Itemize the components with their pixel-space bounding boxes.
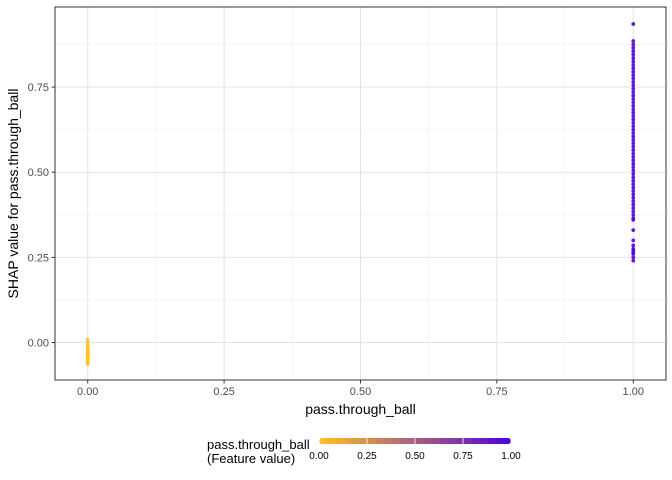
data-point [631, 103, 636, 108]
data-point [631, 49, 636, 54]
data-point [631, 195, 636, 200]
data-point [631, 141, 636, 146]
data-point [631, 69, 636, 74]
data-point [631, 217, 636, 222]
legend-tick-label: 0.00 [309, 451, 329, 462]
data-point [631, 56, 636, 60]
data-point [631, 86, 636, 91]
data-point [631, 127, 636, 132]
data-point [631, 66, 636, 71]
data-point [631, 202, 636, 207]
x-axis-ticks: 0.00 0.25 0.50 0.75 1.00 [77, 380, 644, 398]
legend-tick-label: 1.00 [501, 451, 521, 462]
data-point [631, 39, 636, 43]
data-point [631, 137, 636, 142]
legend-title-line: pass.through_ball [207, 437, 310, 452]
data-point [631, 52, 636, 57]
data-point [85, 337, 90, 342]
data-point [631, 189, 636, 193]
data-point [631, 93, 636, 98]
data-point [631, 206, 636, 210]
legend-tick-label: 0.25 [357, 451, 377, 462]
x-tick-label: 0.00 [77, 386, 98, 398]
legend-title: pass.through_ball (Feature value) [207, 437, 310, 466]
data-point [631, 45, 636, 50]
data-point [631, 107, 636, 112]
grid-lines [55, 7, 666, 380]
data-point [631, 80, 636, 84]
data-point [631, 63, 636, 67]
data-point [631, 175, 636, 180]
data-point [631, 83, 636, 88]
x-axis-title: pass.through_ball [305, 401, 416, 417]
x-tick-label: 0.50 [350, 386, 371, 398]
x-tick-label: 1.00 [623, 386, 644, 398]
data-point [631, 154, 636, 159]
data-point [631, 73, 636, 78]
data-point [631, 148, 636, 152]
data-point [631, 252, 636, 256]
color-legend: pass.through_ball (Feature value) 0.00 0.2… [207, 437, 521, 466]
data-point [631, 228, 636, 233]
data-point [631, 192, 636, 197]
data-point [631, 97, 636, 101]
data-point [631, 168, 636, 173]
data-point [631, 110, 636, 115]
data-point [631, 151, 636, 156]
y-axis-title: SHAP value for pass.through_ball [5, 89, 21, 299]
y-tick-label: 0.50 [28, 167, 49, 179]
data-point [85, 362, 90, 366]
legend-tick-label: 0.50 [405, 451, 425, 462]
data-point [631, 117, 636, 122]
data-point [631, 243, 636, 248]
data-point [631, 178, 636, 183]
data-point [631, 120, 636, 125]
data-point [631, 199, 636, 204]
data-point [631, 161, 636, 166]
data-point [631, 185, 636, 190]
y-tick-label: 0.25 [28, 252, 49, 264]
data-point [631, 100, 636, 105]
data-point [631, 59, 636, 64]
data-point [631, 258, 636, 263]
data-point [631, 209, 636, 214]
data-point [631, 42, 636, 47]
y-axis-ticks: 0.00 0.25 0.50 0.75 [28, 82, 55, 350]
x-tick-label: 0.75 [486, 386, 507, 398]
data-point [631, 255, 636, 260]
data-point [631, 165, 636, 170]
legend-ticks: 0.00 0.25 0.50 0.75 1.00 [309, 438, 521, 462]
data-point [631, 124, 636, 129]
data-point [631, 22, 636, 26]
data-points [85, 22, 636, 366]
data-point [631, 134, 636, 139]
data-point [631, 76, 636, 81]
y-tick-label: 0.75 [28, 82, 49, 94]
data-point [85, 340, 90, 345]
data-point [631, 90, 636, 95]
legend-tick-label: 0.75 [453, 451, 473, 462]
data-point [631, 238, 636, 243]
data-point [631, 158, 636, 163]
data-point [631, 144, 636, 149]
data-point [631, 212, 636, 217]
legend-title-line: (Feature value) [207, 451, 295, 466]
data-point [631, 131, 636, 135]
data-point [631, 182, 636, 187]
data-point [631, 172, 636, 176]
x-tick-label: 0.25 [213, 386, 234, 398]
data-point [631, 114, 636, 118]
y-tick-label: 0.00 [28, 338, 49, 350]
